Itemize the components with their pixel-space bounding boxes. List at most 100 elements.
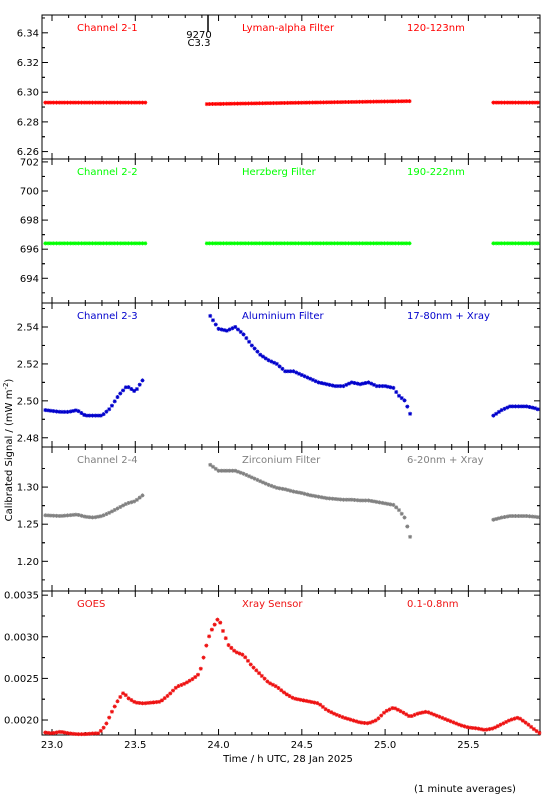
data-point (73, 512, 78, 517)
data-point (143, 100, 148, 105)
data-point (476, 726, 481, 731)
data-point (126, 100, 131, 105)
data-point (490, 726, 495, 731)
data-point (316, 380, 321, 385)
data-point (499, 408, 504, 413)
data-point (243, 101, 248, 106)
data-point (390, 706, 395, 711)
data-point (324, 496, 329, 501)
data-point (283, 369, 288, 374)
data-point (406, 714, 411, 719)
data-point (84, 514, 89, 519)
data-point (412, 712, 417, 717)
data-point (381, 710, 386, 715)
data-point (302, 374, 307, 379)
data-point (272, 360, 277, 365)
data-point (519, 241, 524, 246)
data-point (154, 700, 159, 705)
data-point (243, 655, 248, 660)
data-point (491, 241, 496, 246)
data-point (312, 700, 317, 705)
data-point (151, 700, 156, 705)
data-point (240, 652, 245, 657)
data-point (87, 413, 92, 418)
data-point (238, 241, 243, 246)
data-point (384, 708, 389, 713)
data-point (254, 241, 259, 246)
data-point (324, 100, 329, 105)
data-point (505, 514, 510, 519)
data-point (132, 100, 137, 105)
data-point (59, 730, 64, 735)
data-point (509, 717, 514, 722)
data-point (43, 408, 48, 413)
data-point (502, 515, 507, 520)
data-point (302, 100, 307, 105)
data-point (304, 241, 309, 246)
data-point (274, 101, 279, 106)
data-point (274, 485, 279, 490)
data-point (484, 727, 489, 732)
data-point (508, 100, 513, 105)
data-point (363, 99, 368, 104)
data-point (299, 491, 304, 496)
data-point (65, 100, 70, 105)
data-point (179, 682, 184, 687)
data-point (218, 620, 223, 625)
data-point (62, 100, 67, 105)
data-point (399, 99, 404, 104)
data-point (129, 387, 134, 392)
data-point (459, 723, 464, 728)
data-point (502, 406, 507, 411)
data-point (249, 475, 254, 480)
data-point (318, 702, 323, 707)
y-tick-label: 6.34 (17, 28, 39, 39)
data-point (65, 241, 70, 246)
data-point (481, 727, 486, 732)
data-point (368, 241, 373, 246)
data-point (148, 700, 153, 705)
data-point (62, 730, 67, 735)
data-point (84, 241, 89, 246)
data-point (345, 716, 350, 721)
data-point (491, 517, 496, 522)
x-tick-label: 23.5 (124, 740, 146, 751)
data-point (237, 651, 242, 656)
data-point (505, 405, 510, 410)
data-point (440, 715, 445, 720)
data-point (269, 359, 274, 364)
data-point (494, 241, 499, 246)
data-point (121, 388, 126, 393)
data-point (290, 695, 295, 700)
data-point (76, 732, 81, 737)
data-point (358, 382, 363, 387)
data-point (437, 714, 442, 719)
data-point (420, 710, 425, 715)
data-point (319, 495, 324, 500)
data-point (276, 686, 281, 691)
data-point (129, 100, 134, 105)
data-point (508, 404, 513, 409)
data-point (68, 513, 73, 518)
data-point (272, 484, 277, 489)
data-point (401, 241, 406, 246)
data-point (527, 100, 532, 105)
data-point (48, 731, 53, 736)
data-point (307, 241, 312, 246)
data-point (143, 701, 148, 706)
data-point (210, 464, 215, 469)
data-point (182, 681, 187, 686)
data-point (373, 718, 378, 723)
y-tick-label: 6.32 (17, 58, 39, 69)
data-point (257, 671, 262, 676)
data-point (165, 693, 170, 698)
data-point (429, 711, 434, 716)
data-point (407, 241, 412, 246)
data-point (496, 241, 501, 246)
data-point (304, 100, 309, 105)
data-point (190, 677, 195, 682)
data-point (266, 358, 271, 363)
data-point (277, 486, 282, 491)
data-point (277, 101, 282, 106)
data-point (394, 505, 399, 510)
